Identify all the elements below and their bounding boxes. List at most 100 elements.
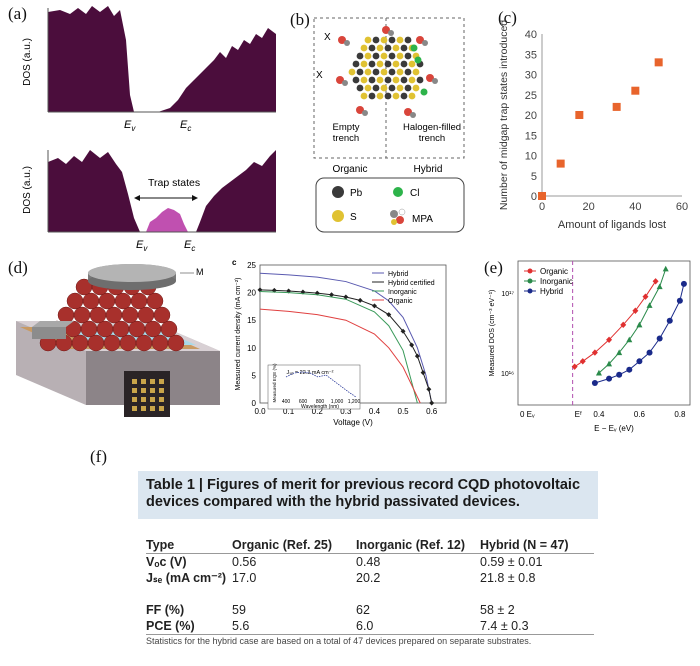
crystal-atom — [408, 92, 416, 100]
crystal-atom — [388, 52, 396, 60]
crystal-atom — [372, 68, 380, 76]
y-axis-label: Number of midgap trap states introduced — [498, 20, 510, 210]
eqe-curve — [285, 371, 357, 398]
cell: 6.0 — [356, 619, 374, 633]
crystal-atom — [380, 52, 388, 60]
crystal-atom — [368, 92, 376, 100]
mpa-ligand — [344, 40, 350, 46]
crystal-atom — [372, 52, 380, 60]
y-tick-label: 0 — [531, 191, 537, 203]
crystal-atom — [392, 92, 400, 100]
contact-pad — [150, 397, 155, 402]
crystal-atom — [380, 84, 388, 92]
y-tick-label: 20 — [525, 110, 537, 122]
contact-pad — [150, 388, 155, 393]
crystal-atom — [404, 52, 412, 60]
crystal-atom — [364, 52, 372, 60]
mpa-ligand — [426, 74, 434, 82]
y-tick-label: 35 — [525, 49, 537, 61]
data-point — [652, 278, 659, 285]
data-point — [414, 353, 420, 359]
legend-box — [315, 177, 465, 233]
contact-pad — [159, 388, 164, 393]
data-point — [626, 336, 633, 343]
inset-ylabel: Measured EQE (%) — [272, 363, 277, 403]
ef-label: Eᶠ — [575, 410, 582, 419]
s-legend-icon — [332, 210, 344, 222]
x-tick-label: 0.0 — [254, 407, 266, 416]
data-point — [626, 366, 633, 373]
quantum-dot — [89, 306, 107, 324]
mpa-ligand — [416, 36, 424, 44]
data-point — [636, 321, 643, 328]
x-axis-label: Amount of ligands lost — [558, 219, 666, 231]
crystal-atom — [348, 68, 356, 76]
x-label-1: X — [324, 32, 331, 43]
x-tick-label: 20 — [583, 201, 595, 213]
crystal-atom — [368, 60, 376, 68]
y-tick-label: 20 — [247, 289, 256, 298]
data-point — [400, 328, 406, 334]
data-point — [616, 371, 623, 378]
legend-label: Hybrid — [388, 271, 408, 278]
x-tick-label: 60 — [676, 201, 688, 213]
s-legend-label: S — [350, 212, 357, 223]
cell: 7.4 ± 0.3 — [480, 619, 529, 633]
cell: FF (%) — [146, 603, 185, 617]
empty-trench-label: Empty trench — [333, 122, 360, 144]
crystal-atom — [392, 76, 400, 84]
table-row: FF (%) 59 62 58 ± 2 — [146, 602, 594, 618]
data-point — [606, 336, 613, 344]
quantum-dot — [128, 320, 146, 338]
contact-pad — [150, 379, 155, 384]
crystal-atom — [376, 92, 384, 100]
inset-tick: 600 — [299, 399, 308, 405]
cl-legend-label: Cl — [410, 188, 419, 199]
mpa-ligand — [404, 108, 412, 116]
mpa-ligand — [422, 40, 428, 46]
inset-tick: 1,000 — [331, 399, 344, 405]
data-point — [680, 280, 687, 287]
series-line — [259, 290, 418, 404]
data-point — [646, 302, 653, 308]
quantum-dot — [87, 334, 105, 352]
quantum-dot — [80, 320, 98, 338]
quantum-dot — [82, 292, 100, 310]
cl-atom — [420, 88, 428, 96]
crystal-atom — [384, 76, 392, 84]
cell: 5.6 — [232, 619, 250, 633]
crystal-atom — [412, 68, 420, 76]
contact-pad — [132, 406, 137, 411]
cell: 0.56 — [232, 555, 257, 569]
crystal-atom — [352, 76, 360, 84]
quantum-dot — [96, 320, 114, 338]
y-tick-label: 25 — [525, 90, 537, 102]
mpa-ligand — [336, 76, 344, 84]
dos-plot-bottom: DOS (a.u.) Trap states Ev Ec — [22, 150, 276, 253]
x-tick-label: 0.8 — [674, 410, 686, 419]
quantum-dot — [144, 320, 162, 338]
crystal-atom — [396, 68, 404, 76]
crystal-atom — [384, 44, 392, 52]
crystal-atom — [388, 68, 396, 76]
cell: Jₛₑ (mA cm⁻²) — [146, 571, 227, 585]
crystal-atom — [400, 60, 408, 68]
contact-pad — [141, 397, 146, 402]
crystal-atom — [392, 60, 400, 68]
mpa-ligand — [356, 106, 364, 114]
quantum-dot-film — [39, 278, 185, 352]
data-point — [591, 379, 598, 386]
contact-pad — [132, 388, 137, 393]
data-point — [631, 86, 640, 95]
crystal-atom — [356, 84, 364, 92]
contact-pad — [141, 406, 146, 411]
halogen-trench-label: Halogen-filled trench — [403, 122, 461, 144]
data-point — [606, 375, 613, 382]
data-point — [620, 321, 627, 329]
mpa-ligand — [410, 112, 416, 118]
x-axis-label: E − Eᵥ (eV) — [594, 424, 634, 433]
legend-label: Inorganic — [540, 277, 573, 286]
table-header-row: Type Organic (Ref. 25) Inorganic (Ref. 1… — [146, 537, 594, 554]
crystal-atom — [400, 92, 408, 100]
x-axis-label: Voltage (V) — [333, 418, 373, 427]
